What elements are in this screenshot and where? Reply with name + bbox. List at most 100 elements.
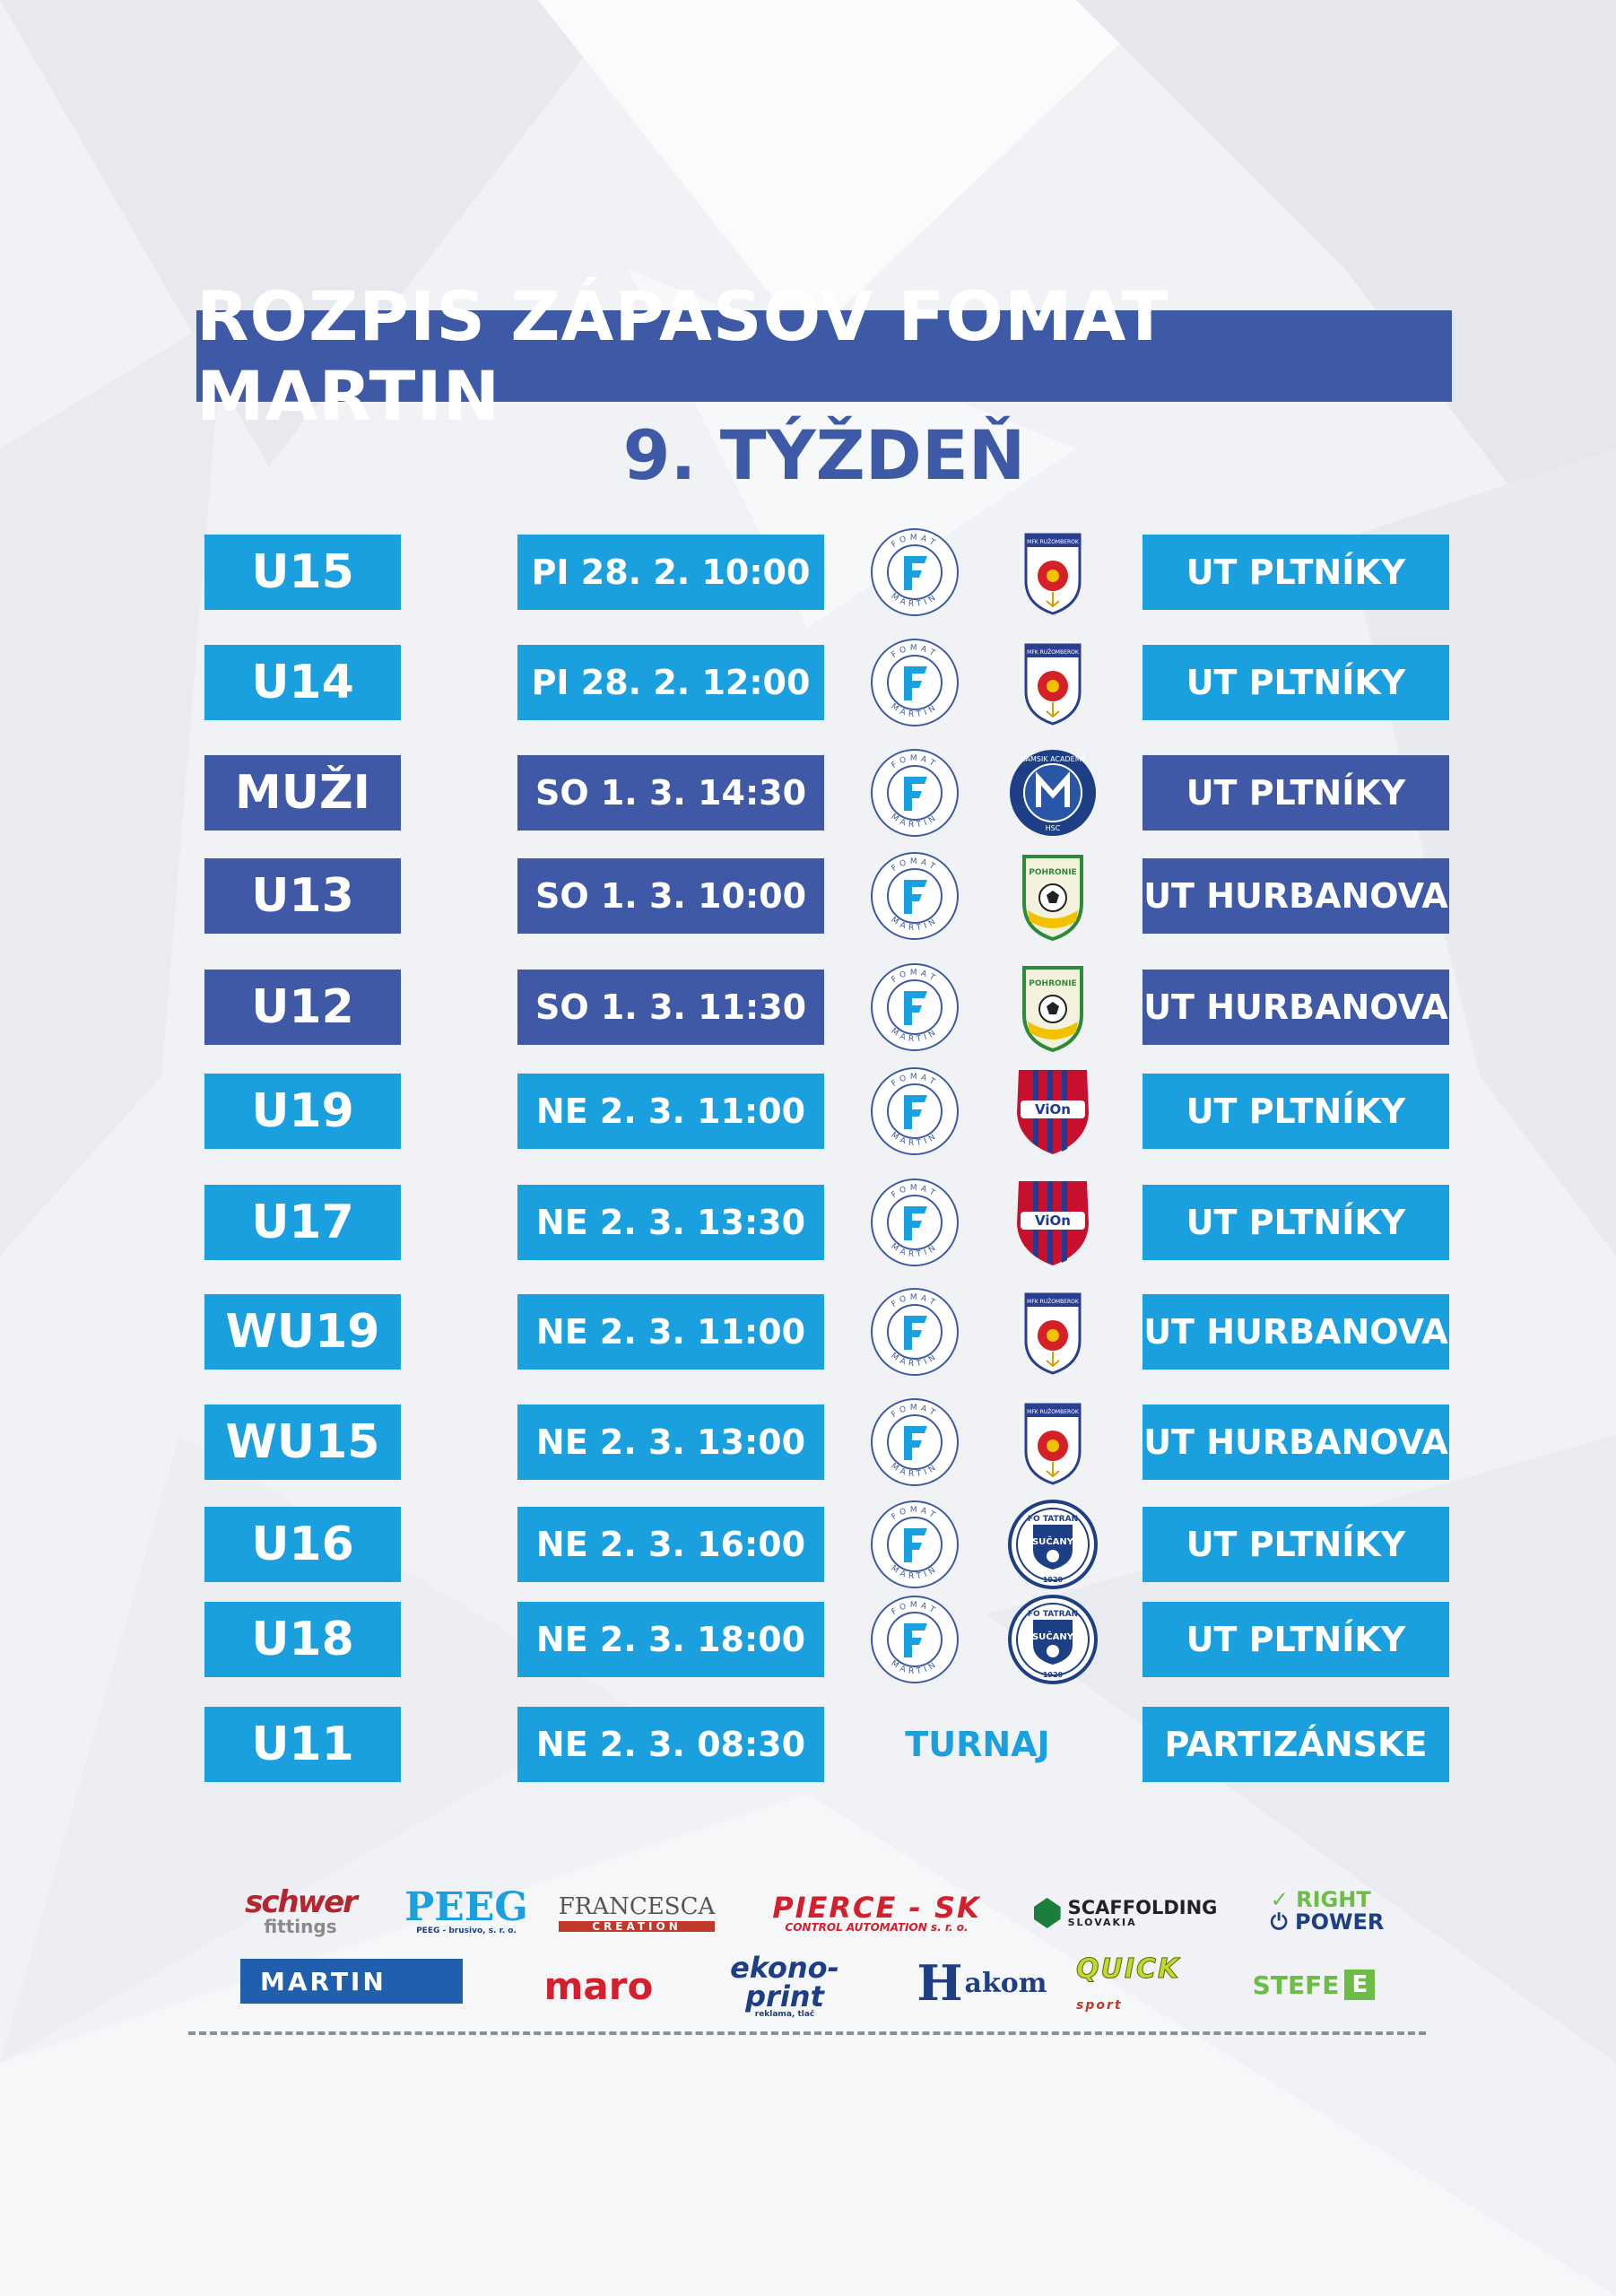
match-venue: UT PLTNÍKY — [1142, 1507, 1449, 1582]
fomat-martin-crest-icon: FOMAT MARTIN — [871, 1500, 959, 1588]
dashed-divider — [188, 2031, 1426, 2035]
crest-fk-pohronie-icon: POHRONIE — [1022, 855, 1083, 942]
fomat-martin-crest-icon: FOMAT MARTIN — [871, 1596, 959, 1683]
match-datetime: NE 2. 3. 13:30 — [517, 1185, 824, 1260]
match-venue: UT PLTNÍKY — [1142, 1602, 1449, 1677]
francesca-logo: FRANCESCA CREATION — [558, 1892, 716, 1933]
match-venue: UT HURBANOVA — [1142, 858, 1449, 934]
crest-fo-tatran-sucany-icon: FO TATRAN SUČANY 1920 — [1008, 1500, 1098, 1589]
match-datetime: NE 2. 3. 16:00 — [517, 1507, 824, 1582]
crest-fo-tatran-sucany-icon: FO TATRAN SUČANY 1920 — [1008, 1595, 1098, 1684]
svg-text:SUČANY: SUČANY — [1032, 1535, 1074, 1547]
match-datetime: NE 2. 3. 13:00 — [517, 1405, 824, 1480]
category-badge: MUŽI — [204, 755, 401, 831]
match-datetime: SO 1. 3. 14:30 — [517, 755, 824, 831]
fomat-martin-crest-icon: FOMAT MARTIN — [871, 528, 959, 616]
match-datetime: SO 1. 3. 11:30 — [517, 970, 824, 1045]
svg-text:FO TATRAN: FO TATRAN — [1028, 1610, 1078, 1619]
crest-fc-vion-icon: ViOn — [1017, 1181, 1089, 1265]
scaffolding-slovakia-logo: SCAFFOLDING SLOVAKIA — [1031, 1889, 1220, 1937]
category-badge: WU15 — [204, 1405, 401, 1480]
match-datetime: SO 1. 3. 10:00 — [517, 858, 824, 934]
svg-text:MFK RUŽOMBEROK: MFK RUŽOMBEROK — [1027, 1298, 1080, 1305]
tournament-label: TURNAJ — [905, 1725, 1050, 1764]
match-datetime: NE 2. 3. 18:00 — [517, 1602, 824, 1677]
svg-text:FO TATRAN: FO TATRAN — [1028, 1515, 1078, 1524]
pierce-sk-logo: PIERCE - SK CONTROL AUTOMATION s. r. o. — [772, 1891, 981, 1934]
fomat-martin-crest-icon: FOMAT MARTIN — [871, 963, 959, 1051]
match-venue: UT PLTNÍKY — [1142, 1074, 1449, 1149]
match-venue: UT HURBANOVA — [1142, 970, 1449, 1045]
martin-city-logo: MARTIN — [240, 1959, 463, 2004]
match-venue: UT PLTNÍKY — [1142, 1185, 1449, 1260]
match-venue: UT PLTNÍKY — [1142, 535, 1449, 610]
fomat-martin-crest-icon: FOMAT MARTIN — [871, 749, 959, 837]
match-row: WU15 NE 2. 3. 13:00 FOMAT MARTIN MFK RUŽ… — [0, 1398, 1616, 1486]
match-datetime: NE 2. 3. 11:00 — [517, 1074, 824, 1149]
crest-fc-vion-icon: ViOn — [1017, 1070, 1089, 1154]
category-badge: U18 — [204, 1602, 401, 1677]
match-datetime: PI 28. 2. 12:00 — [517, 645, 824, 720]
match-row: U15 PI 28. 2. 10:00 FOMAT MARTIN MFK RUŽ… — [0, 528, 1616, 616]
week-subtitle: 9. TÝŽDEŇ — [622, 415, 1026, 495]
ekono-print-logo: ekono-print reklama, tlač — [730, 1950, 839, 2019]
svg-text:ViOn: ViOn — [1035, 1213, 1071, 1229]
category-badge: U13 — [204, 858, 401, 934]
crest-fk-pohronie-icon: POHRONIE — [1022, 966, 1083, 1053]
stefe-logo: STEFE E — [1247, 1964, 1381, 2005]
match-row: U11 NE 2. 3. 08:30 TURNAJ PARTIZÁNSKE — [0, 1707, 1616, 1782]
match-row: U14 PI 28. 2. 12:00 FOMAT MARTIN MFK RUŽ… — [0, 639, 1616, 726]
match-datetime: PI 28. 2. 10:00 — [517, 535, 824, 610]
svg-text:1920: 1920 — [1043, 1671, 1064, 1679]
page-title: ROZPIS ZÁPASOV FOMAT MARTIN — [196, 276, 1452, 436]
maro-logo: maro — [543, 1963, 654, 2008]
crest-mfk-ruzomberok-icon: MFK RUŽOMBEROK — [1024, 533, 1082, 615]
crest-hamsik-academy-icon: HAMSIK ACADEMY HSC — [1010, 750, 1096, 836]
crest-mfk-ruzomberok-icon: MFK RUŽOMBEROK — [1024, 1403, 1082, 1485]
quick-sport-logo: QUICK sport — [1075, 1953, 1181, 2013]
fomat-martin-crest-icon: FOMAT MARTIN — [871, 1067, 959, 1155]
fomat-martin-crest-icon: FOMAT MARTIN — [871, 1288, 959, 1376]
category-badge: U12 — [204, 970, 401, 1045]
category-badge: U19 — [204, 1074, 401, 1149]
svg-text:POHRONIE: POHRONIE — [1029, 868, 1076, 877]
category-badge: U16 — [204, 1507, 401, 1582]
category-badge: U15 — [204, 535, 401, 610]
svg-text:HAMSIK ACADEMY: HAMSIK ACADEMY — [1020, 755, 1085, 763]
match-venue: UT HURBANOVA — [1142, 1294, 1449, 1370]
match-datetime: NE 2. 3. 08:30 — [517, 1707, 824, 1782]
match-row: U17 NE 2. 3. 13:30 FOMAT MARTIN ViOn UT … — [0, 1178, 1616, 1266]
peeg-logo: PEEG PEEG - brusivo, s. r. o. — [404, 1883, 528, 1935]
match-datetime: NE 2. 3. 11:00 — [517, 1294, 824, 1370]
match-row: WU19 NE 2. 3. 11:00 FOMAT MARTIN MFK RUŽ… — [0, 1288, 1616, 1376]
match-row: U12 SO 1. 3. 11:30 FOMAT MARTIN POHRONIE… — [0, 963, 1616, 1053]
match-row: U18 NE 2. 3. 18:00 FOMAT MARTIN FO TATRA… — [0, 1595, 1616, 1684]
match-row: U16 NE 2. 3. 16:00 FOMAT MARTIN FO TATRA… — [0, 1500, 1616, 1589]
category-badge: U17 — [204, 1185, 401, 1260]
svg-text:1920: 1920 — [1043, 1576, 1064, 1584]
svg-text:SUČANY: SUČANY — [1032, 1631, 1074, 1642]
fomat-martin-crest-icon: FOMAT MARTIN — [871, 1178, 959, 1266]
svg-text:ViOn: ViOn — [1035, 1101, 1071, 1118]
svg-text:MFK RUŽOMBEROK: MFK RUŽOMBEROK — [1027, 538, 1080, 545]
right-power-logo: ✓ RIGHT ⏻ POWER — [1270, 1886, 1385, 1935]
match-row: U19 NE 2. 3. 11:00 FOMAT MARTIN ViOn UT … — [0, 1067, 1616, 1155]
category-badge: WU19 — [204, 1294, 401, 1370]
match-venue: UT PLTNÍKY — [1142, 755, 1449, 831]
match-venue: UT PLTNÍKY — [1142, 645, 1449, 720]
svg-text:MFK RUŽOMBEROK: MFK RUŽOMBEROK — [1027, 1408, 1080, 1415]
fomat-martin-crest-icon: FOMAT MARTIN — [871, 1398, 959, 1486]
svg-text:MFK RUŽOMBEROK: MFK RUŽOMBEROK — [1027, 648, 1080, 656]
crest-mfk-ruzomberok-icon: MFK RUŽOMBEROK — [1024, 1292, 1082, 1375]
match-venue: PARTIZÁNSKE — [1142, 1707, 1449, 1782]
fomat-martin-crest-icon: FOMAT MARTIN — [871, 852, 959, 940]
category-badge: U14 — [204, 645, 401, 720]
category-badge: U11 — [204, 1707, 401, 1782]
svg-text:HSC: HSC — [1046, 824, 1061, 832]
crest-mfk-ruzomberok-icon: MFK RUŽOMBEROK — [1024, 643, 1082, 726]
match-row: U13 SO 1. 3. 10:00 FOMAT MARTIN POHRONIE… — [0, 852, 1616, 942]
match-venue: UT HURBANOVA — [1142, 1405, 1449, 1480]
fomat-martin-crest-icon: FOMAT MARTIN — [871, 639, 959, 726]
schwer-logo: schwer fittings — [245, 1884, 358, 1937]
